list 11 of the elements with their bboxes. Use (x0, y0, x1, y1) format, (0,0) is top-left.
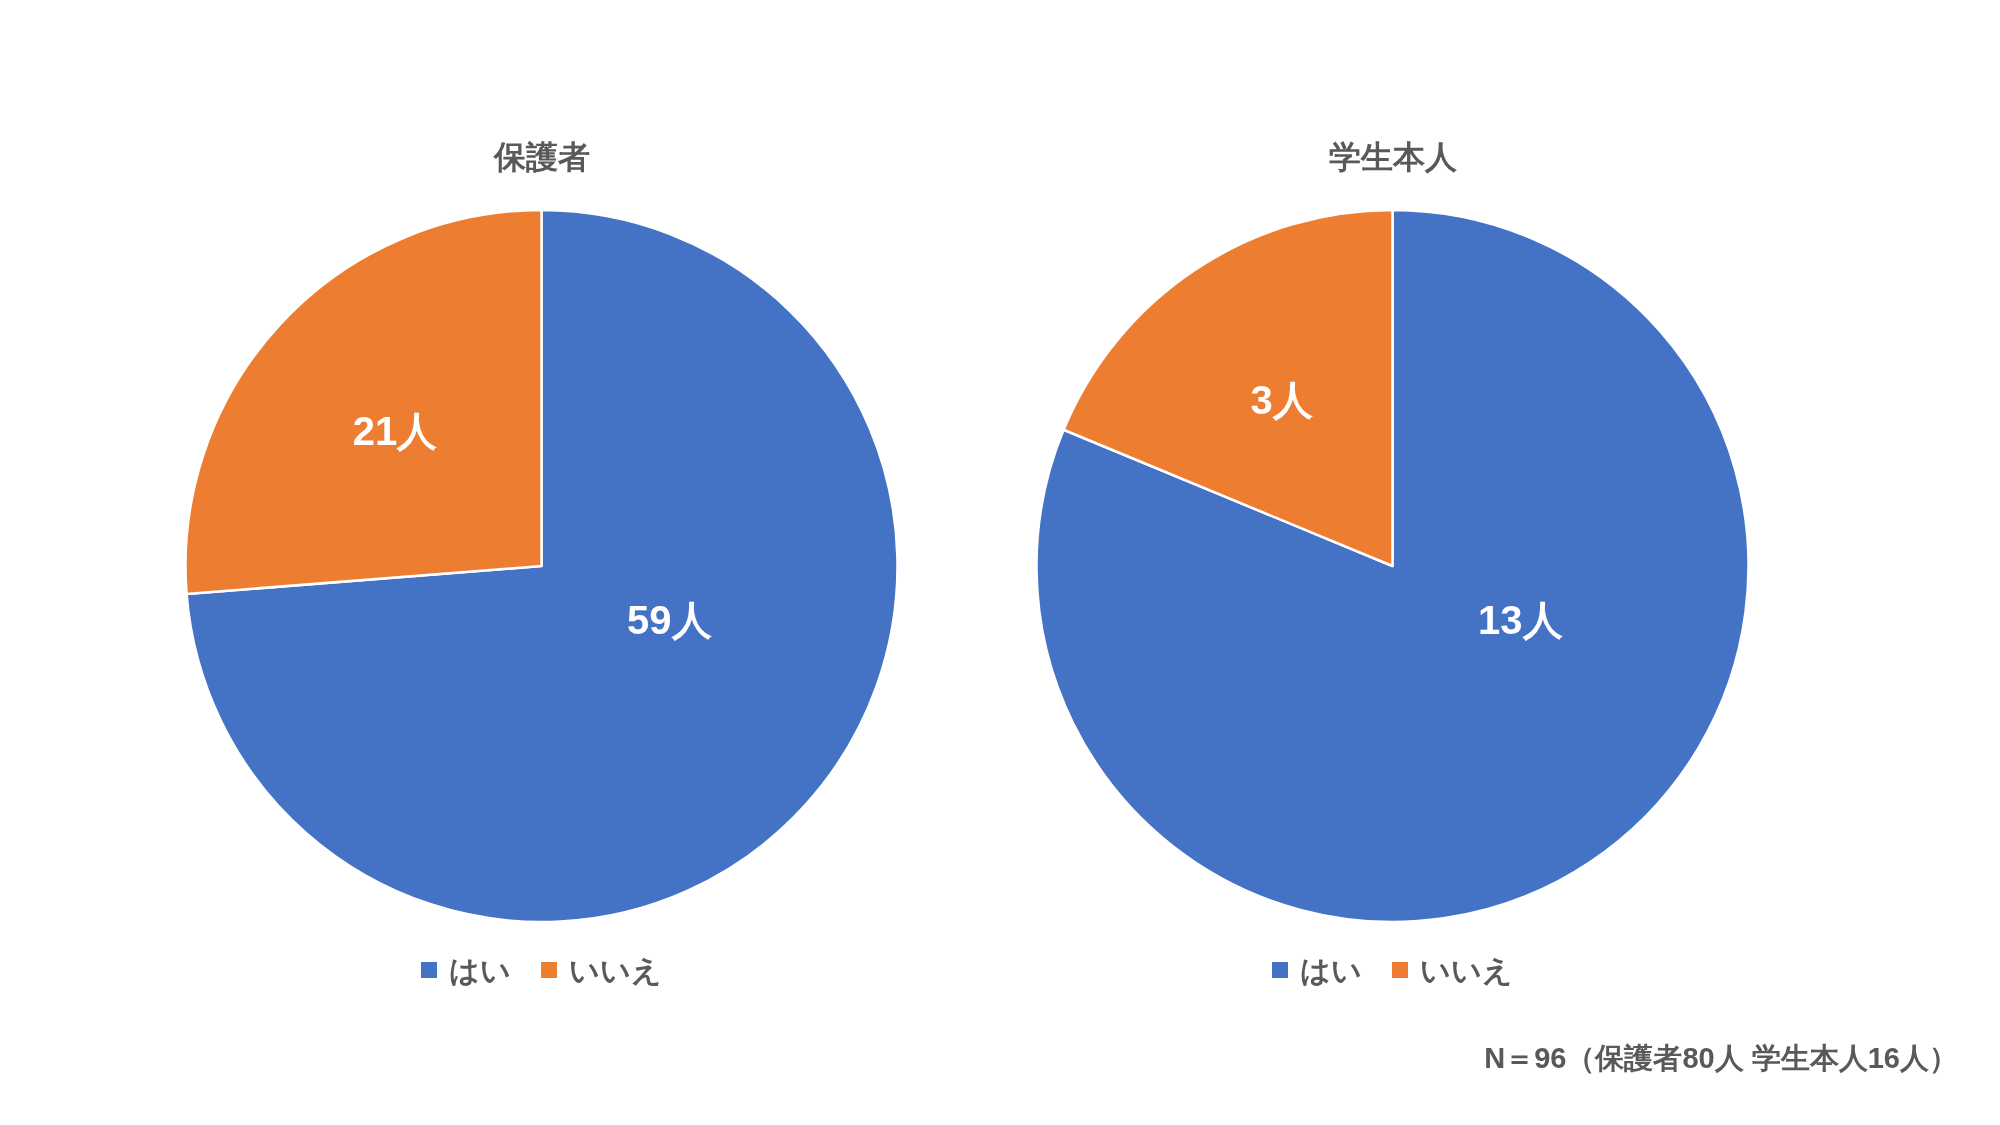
title: 保護者 (493, 139, 590, 175)
legend-label: いいえ (569, 953, 662, 987)
legend-label: はい (1300, 953, 1362, 987)
legend-label: いいえ (1420, 953, 1513, 987)
data-label: 59人 (627, 598, 712, 643)
data-label: 3人 (1250, 378, 1313, 423)
data-label: 13人 (1478, 598, 1563, 643)
annotation: N＝96（保護者80人 学生本人16人） (1484, 1042, 1958, 1074)
legend-label: はい (449, 953, 511, 987)
data-label: 21人 (352, 408, 438, 453)
title: 学生本人 (1328, 139, 1457, 175)
